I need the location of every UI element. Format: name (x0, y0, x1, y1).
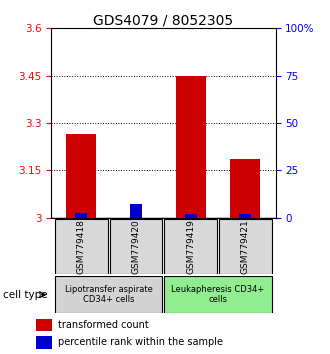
Text: transformed count: transformed count (58, 320, 148, 330)
Bar (230, 159, 260, 218)
Bar (55, 276, 162, 313)
Text: GSM779421: GSM779421 (241, 219, 250, 274)
Text: percentile rank within the sample: percentile rank within the sample (58, 337, 223, 348)
Bar (36, 319, 52, 331)
Text: GSM779418: GSM779418 (77, 219, 86, 274)
Bar (219, 219, 272, 274)
Bar (164, 219, 217, 274)
Title: GDS4079 / 8052305: GDS4079 / 8052305 (93, 13, 233, 27)
Bar (176, 76, 206, 218)
Text: cell type: cell type (3, 290, 48, 300)
Bar (55, 219, 108, 274)
Text: Leukapheresis CD34+
cells: Leukapheresis CD34+ cells (172, 285, 265, 304)
Bar (36, 336, 52, 349)
Bar (130, 205, 142, 218)
Text: GSM779420: GSM779420 (131, 219, 141, 274)
Bar (75, 213, 87, 218)
Bar (185, 214, 197, 218)
Bar (66, 134, 96, 218)
Text: GSM779419: GSM779419 (186, 219, 195, 274)
Text: Lipotransfer aspirate
CD34+ cells: Lipotransfer aspirate CD34+ cells (65, 285, 152, 304)
Bar (110, 219, 162, 274)
Bar (164, 276, 272, 313)
Bar (240, 214, 251, 218)
